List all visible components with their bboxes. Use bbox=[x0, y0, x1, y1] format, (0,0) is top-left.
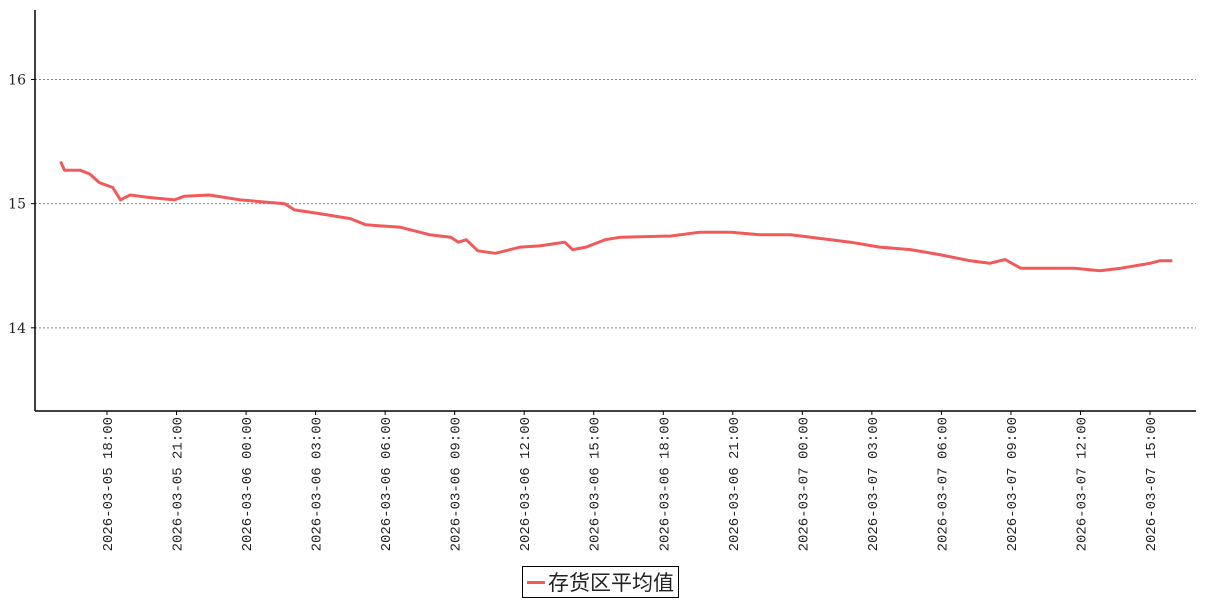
x-tick-label: 2026-03-06 00:00 bbox=[240, 417, 256, 551]
y-tick-label: 14 bbox=[8, 321, 26, 337]
x-tick: 2026-03-06 06:00 bbox=[379, 411, 395, 551]
legend: 存货区平均值 bbox=[522, 566, 679, 598]
x-tick-label: 2026-03-07 12:00 bbox=[1074, 417, 1090, 551]
x-tick-label: 2026-03-06 15:00 bbox=[588, 417, 604, 551]
x-tick-label: 2026-03-07 09:00 bbox=[1005, 417, 1021, 551]
y-tick-label: 16 bbox=[8, 73, 26, 89]
x-tick-label: 2026-03-06 18:00 bbox=[657, 417, 673, 551]
x-axis-ticks: 2026-03-05 18:00 2026-03-05 21:00 2026-03-… bbox=[101, 411, 1160, 551]
legend-swatch bbox=[527, 580, 545, 584]
x-tick: 2026-03-06 15:00 bbox=[588, 411, 604, 551]
x-tick-label: 2026-03-06 12:00 bbox=[518, 417, 534, 551]
x-tick: 2026-03-06 09:00 bbox=[449, 411, 465, 551]
y-tick-label: 15 bbox=[8, 197, 26, 213]
x-tick-label: 2026-03-07 03:00 bbox=[866, 417, 882, 551]
x-tick: 2026-03-07 06:00 bbox=[935, 411, 951, 551]
x-tick: 2026-03-07 15:00 bbox=[1144, 411, 1160, 551]
series-line bbox=[59, 160, 1173, 273]
x-tick: 2026-03-06 18:00 bbox=[657, 411, 673, 551]
x-tick: 2026-03-05 18:00 bbox=[101, 411, 117, 551]
legend-label: 存货区平均值 bbox=[548, 571, 674, 595]
x-tick: 2026-03-07 03:00 bbox=[866, 411, 882, 551]
x-tick: 2026-03-07 09:00 bbox=[1005, 411, 1021, 551]
y-axis-ticks: 14 15 16 bbox=[8, 73, 35, 337]
x-tick-label: 2026-03-05 21:00 bbox=[171, 417, 187, 551]
x-tick-label: 2026-03-06 03:00 bbox=[310, 417, 326, 551]
x-tick: 2026-03-06 00:00 bbox=[240, 411, 256, 551]
x-tick-label: 2026-03-06 21:00 bbox=[727, 417, 743, 551]
x-tick-label: 2026-03-07 00:00 bbox=[796, 417, 812, 551]
grid-lines bbox=[35, 79, 1196, 329]
x-tick: 2026-03-05 21:00 bbox=[171, 411, 187, 551]
x-tick: 2026-03-07 12:00 bbox=[1074, 411, 1090, 551]
x-tick: 2026-03-06 03:00 bbox=[310, 411, 326, 551]
x-tick-label: 2026-03-06 09:00 bbox=[449, 417, 465, 551]
x-tick-label: 2026-03-07 15:00 bbox=[1144, 417, 1160, 551]
x-tick: 2026-03-06 12:00 bbox=[518, 411, 534, 551]
x-tick: 2026-03-06 21:00 bbox=[727, 411, 743, 551]
x-tick-label: 2026-03-06 06:00 bbox=[379, 417, 395, 551]
x-tick: 2026-03-07 00:00 bbox=[796, 411, 812, 551]
x-tick-label: 2026-03-05 18:00 bbox=[101, 417, 117, 551]
x-tick-label: 2026-03-07 06:00 bbox=[935, 417, 951, 551]
